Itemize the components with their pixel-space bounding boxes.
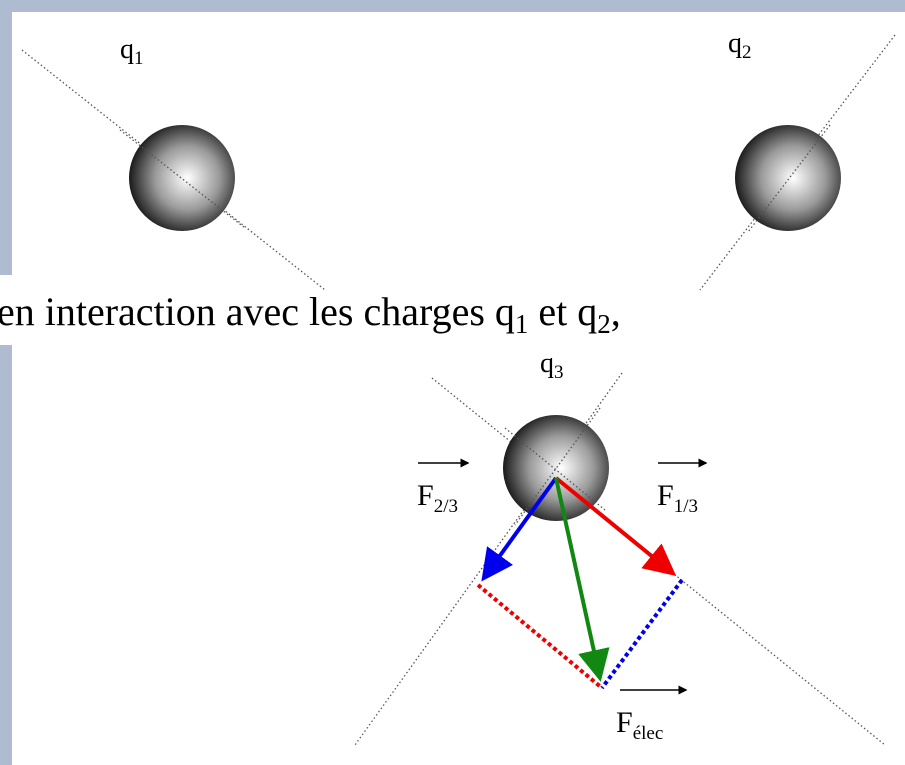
force-index: élec <box>633 723 664 744</box>
sentence-text: , <box>611 289 621 334</box>
force-symbol: F <box>657 479 674 512</box>
charge-index: 2 <box>742 42 752 63</box>
bottom-panel <box>12 345 905 765</box>
sentence: en interaction avec les charges q1 et q2… <box>0 289 621 339</box>
force-index: 2/3 <box>434 496 458 517</box>
charge-sphere <box>503 415 609 521</box>
charge-symbol: q <box>120 34 134 65</box>
sentence-index: 1 <box>515 309 529 339</box>
charge-symbol: q <box>540 348 554 379</box>
diagram: q1 q2 q3 en interaction avec les charges… <box>0 0 905 765</box>
charge-symbol: q <box>728 28 742 59</box>
force-symbol: F <box>417 479 434 512</box>
sentence-text: en interaction avec les charges q <box>0 289 515 334</box>
sentence-index: 2 <box>597 309 611 339</box>
page: q1 q2 q3 en interaction avec les charges… <box>0 0 905 765</box>
charge-sphere <box>735 125 841 231</box>
sentence-text: et q <box>528 289 597 334</box>
charge-sphere <box>129 125 235 231</box>
charge-index: 1 <box>134 48 144 69</box>
force-symbol: F <box>616 706 633 739</box>
charge-index: 3 <box>554 362 564 383</box>
force-index: 1/3 <box>674 496 698 517</box>
